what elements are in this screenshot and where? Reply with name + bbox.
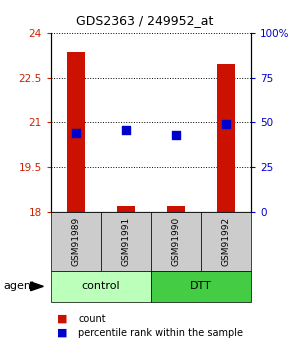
Bar [51,271,151,302]
Bar [201,212,251,271]
Point [73,130,78,136]
Bar [167,206,184,212]
Bar [151,212,201,271]
Text: agent: agent [3,282,35,291]
Bar [51,212,101,271]
Bar [151,271,251,302]
Text: GSM91992: GSM91992 [221,217,230,266]
Point [224,121,228,127]
Text: GSM91989: GSM91989 [71,217,80,266]
Bar [217,64,235,212]
Point [173,132,178,138]
Text: GSM91990: GSM91990 [171,217,180,266]
Text: count: count [78,314,106,324]
Point [124,127,128,132]
Text: ■: ■ [57,328,67,338]
Text: percentile rank within the sample: percentile rank within the sample [78,328,243,338]
Text: ■: ■ [57,314,67,324]
Text: GDS2363 / 249952_at: GDS2363 / 249952_at [76,14,214,27]
Text: control: control [81,282,120,291]
Bar [117,206,135,212]
Polygon shape [31,282,44,291]
Bar [101,212,151,271]
Bar [67,52,84,212]
Text: DTT: DTT [190,282,212,291]
Text: GSM91991: GSM91991 [121,217,130,266]
